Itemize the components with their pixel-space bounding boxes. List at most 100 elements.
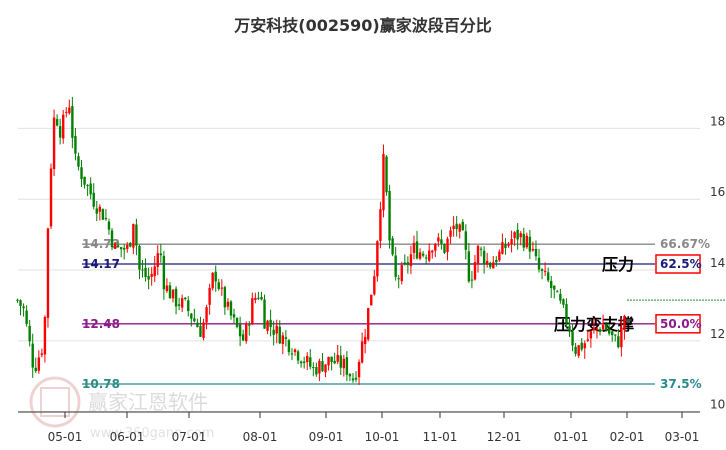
candle-body [290, 353, 294, 355]
candle-body [440, 239, 443, 244]
candle-body [55, 119, 59, 126]
candle-body [504, 244, 507, 248]
y-tick-label: 16 [710, 185, 725, 199]
candle-body [98, 206, 102, 212]
x-tick-label: 05-01 [48, 430, 83, 444]
x-tick-label: 12-01 [487, 430, 522, 444]
candle-body [449, 230, 452, 237]
candle-body [348, 374, 352, 377]
candle-body [116, 245, 120, 247]
candle-body [470, 279, 474, 281]
candle-body [193, 318, 196, 322]
candle-body [281, 335, 285, 345]
candle-body [147, 276, 150, 280]
candle-body [342, 358, 346, 369]
x-tick-label: 08-01 [243, 430, 278, 444]
candle-body [174, 288, 178, 307]
candle-body [623, 315, 626, 330]
candle-body [568, 325, 571, 332]
candle-body [223, 287, 227, 308]
candle-body [229, 301, 233, 316]
x-tick-label: 10-01 [365, 430, 400, 444]
candle-body [22, 306, 25, 309]
candle-body [25, 310, 28, 325]
level-price-label: 14.17 [82, 257, 120, 271]
candle-body [52, 117, 56, 170]
candle-body [299, 361, 303, 364]
candle-body [409, 254, 413, 267]
candle-body [403, 262, 407, 264]
candle-body [489, 262, 492, 268]
candle-body [476, 246, 480, 264]
candle-body [306, 355, 309, 363]
candle-body [278, 326, 281, 344]
candle-body [171, 289, 175, 299]
candle-body [400, 265, 403, 282]
candle-body [101, 209, 105, 220]
candle-body [62, 114, 65, 139]
level-price-label: 12.48 [82, 317, 120, 331]
level-pct-label: 37.5% [660, 377, 702, 391]
y-tick-label: 10 [710, 398, 725, 412]
watermark-text: 赢家江恩软件 [88, 390, 208, 414]
candle-body [586, 339, 590, 341]
candle-body [345, 357, 349, 375]
candle-body [607, 329, 611, 334]
candle-body [357, 361, 361, 378]
candle-body [379, 209, 382, 241]
candle-body [58, 126, 62, 138]
candle-body [293, 349, 297, 353]
candle-body [540, 269, 544, 271]
candle-body [135, 224, 138, 246]
candle-body [74, 136, 77, 154]
candle-body [211, 272, 214, 289]
candle-body [321, 361, 324, 372]
x-tick-label: 02-01 [610, 430, 645, 444]
candle-body [525, 235, 529, 248]
candle-body [324, 364, 327, 373]
candle-body [260, 296, 263, 300]
watermark: 赢家江恩软件 www.360gann.com [29, 376, 214, 441]
candle-body [65, 111, 68, 113]
candle-body [437, 237, 440, 242]
candle-body [415, 241, 419, 259]
candle-body [226, 301, 230, 307]
candle-body [406, 262, 410, 266]
candle-body [550, 280, 553, 288]
watermark-url: www.360gann.com [90, 426, 214, 441]
candle-body [309, 357, 312, 367]
candle-body [138, 245, 141, 270]
candle-body [232, 314, 236, 318]
candle-body [421, 253, 425, 256]
candle-body [144, 267, 147, 278]
candle-body [565, 304, 568, 324]
x-tick-label: 11-01 [423, 430, 458, 444]
candle-body [333, 360, 336, 364]
candle-body [354, 377, 358, 380]
candle-body [327, 356, 330, 366]
candle-body [583, 343, 586, 349]
candle-body [119, 247, 123, 250]
candle-body [516, 229, 519, 240]
candle-body [156, 253, 159, 267]
candle-body [187, 300, 190, 312]
candle-body [559, 293, 562, 301]
candle-body [123, 247, 126, 250]
candle-body [19, 300, 22, 306]
candle-body [397, 278, 400, 280]
candle-body [519, 233, 522, 238]
candle-body [443, 243, 446, 253]
level-price-label: 10.78 [82, 377, 120, 391]
candle-body [275, 325, 278, 334]
candle-body [107, 221, 111, 230]
candle-body [482, 250, 486, 265]
candle-body [190, 313, 193, 319]
level-pct-box [655, 314, 701, 334]
candle-body [611, 331, 614, 336]
candle-body [467, 251, 471, 282]
candle-body [382, 153, 385, 211]
candle-body [528, 236, 532, 252]
candle-body [330, 356, 333, 362]
candle-body [360, 341, 364, 363]
candle-body [180, 298, 184, 308]
